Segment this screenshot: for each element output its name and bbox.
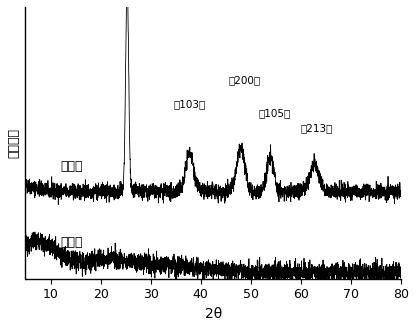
Text: （200）: （200） — [228, 75, 260, 85]
Text: （103）: （103） — [173, 99, 206, 109]
Y-axis label: 相对强度: 相对强度 — [7, 128, 20, 158]
X-axis label: 2θ: 2θ — [205, 307, 222, 321]
Text: 101）: 101） — [0, 327, 1, 328]
Text: 锻烧后: 锻烧后 — [61, 160, 83, 173]
Text: （213）: （213） — [301, 123, 333, 133]
Text: （105）: （105） — [258, 108, 291, 118]
Text: 锻烧前: 锻烧前 — [61, 236, 83, 249]
